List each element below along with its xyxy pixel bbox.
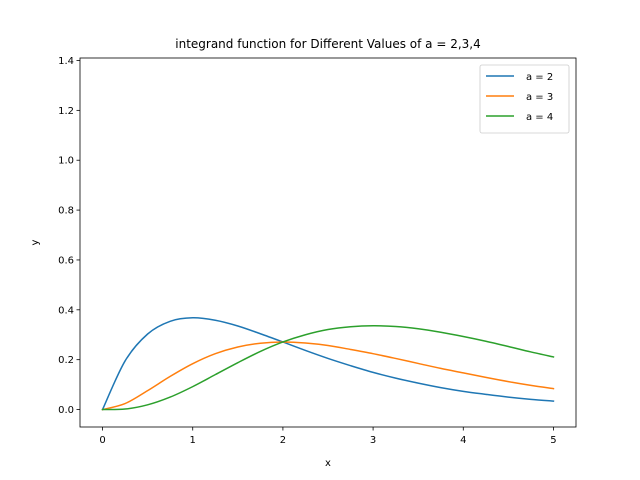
chart-title: integrand function for Different Values … xyxy=(175,37,481,51)
series-line-2 xyxy=(101,341,555,411)
y-tick-label: 1.2 xyxy=(58,106,74,117)
x-tick-label: 0 xyxy=(99,435,105,446)
legend-box xyxy=(479,64,570,134)
y-tick-label: 0.4 xyxy=(58,305,74,316)
series-line-1 xyxy=(101,317,555,411)
x-tick-label: 1 xyxy=(190,435,196,446)
x-tick-label: 2 xyxy=(280,435,286,446)
y-tick-label: 0.6 xyxy=(58,255,74,266)
x-axis-label: x xyxy=(325,458,331,469)
x-tick-label: 4 xyxy=(460,435,466,446)
y-axis-label: y xyxy=(30,239,41,245)
legend: a = 2 a = 3 a = 4 xyxy=(479,64,570,134)
x-tick-label: 5 xyxy=(550,435,556,446)
y-tick-label: 0.2 xyxy=(58,355,74,366)
series-layer xyxy=(101,317,555,411)
axis-layer: 0 1 2 3 4 5 0.0 0.2 0.4 0.6 0.8 1.0 1.2 1.4 xyxy=(58,56,577,446)
plot-frame xyxy=(79,57,577,428)
legend-label-2: a = 3 xyxy=(526,92,553,103)
legend-label-3: a = 4 xyxy=(526,112,553,123)
y-tick-label: 0.8 xyxy=(58,206,74,217)
series-line-3 xyxy=(101,325,555,411)
y-tick-label: 1.4 xyxy=(58,56,74,67)
y-tick-label: 1.0 xyxy=(58,156,74,167)
y-tick-label: 0.0 xyxy=(58,405,74,416)
legend-label-1: a = 2 xyxy=(526,72,553,83)
x-tick-label: 3 xyxy=(370,435,376,446)
